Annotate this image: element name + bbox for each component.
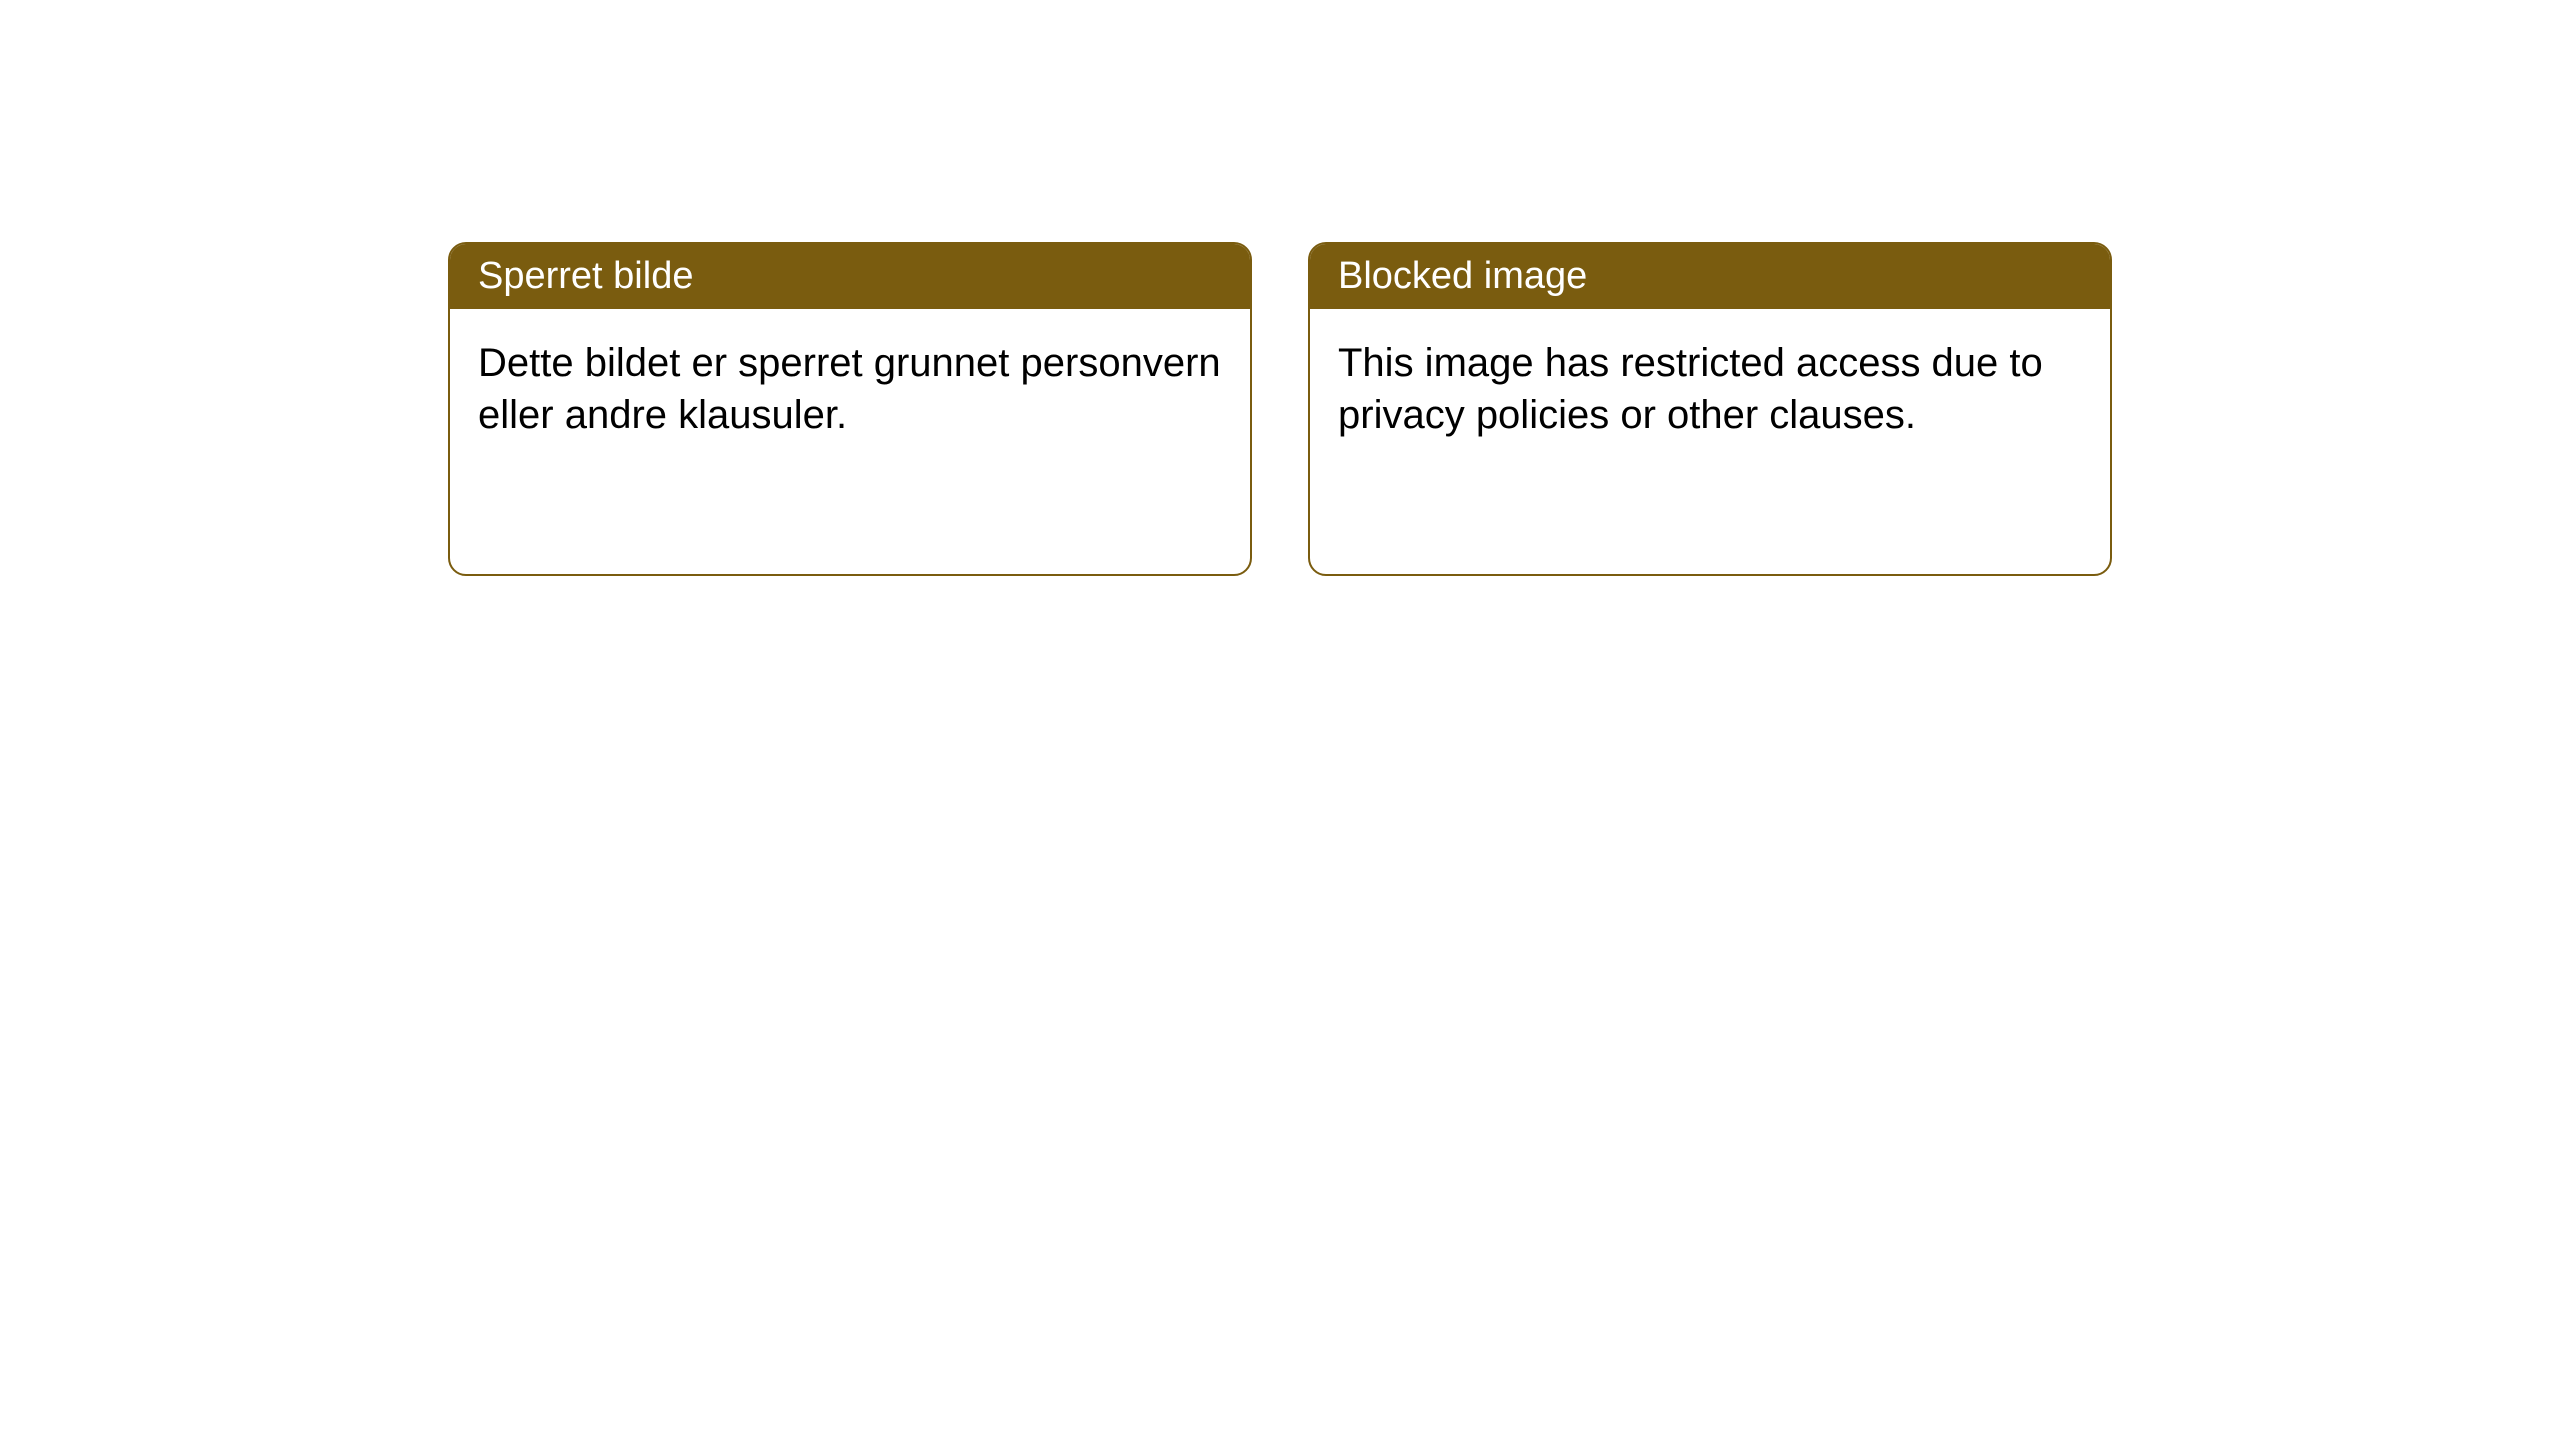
notice-title-norwegian: Sperret bilde — [478, 255, 693, 297]
notice-header-norwegian: Sperret bilde — [450, 244, 1250, 309]
notice-card-norwegian: Sperret bilde Dette bildet er sperret gr… — [448, 242, 1252, 576]
notice-body-norwegian: Dette bildet er sperret grunnet personve… — [450, 309, 1250, 469]
notice-text-english: This image has restricted access due to … — [1338, 341, 2043, 437]
notice-container: Sperret bilde Dette bildet er sperret gr… — [448, 242, 2112, 576]
notice-card-english: Blocked image This image has restricted … — [1308, 242, 2112, 576]
notice-body-english: This image has restricted access due to … — [1310, 309, 2110, 469]
notice-text-norwegian: Dette bildet er sperret grunnet personve… — [478, 341, 1221, 437]
notice-title-english: Blocked image — [1338, 255, 1587, 297]
notice-header-english: Blocked image — [1310, 244, 2110, 309]
